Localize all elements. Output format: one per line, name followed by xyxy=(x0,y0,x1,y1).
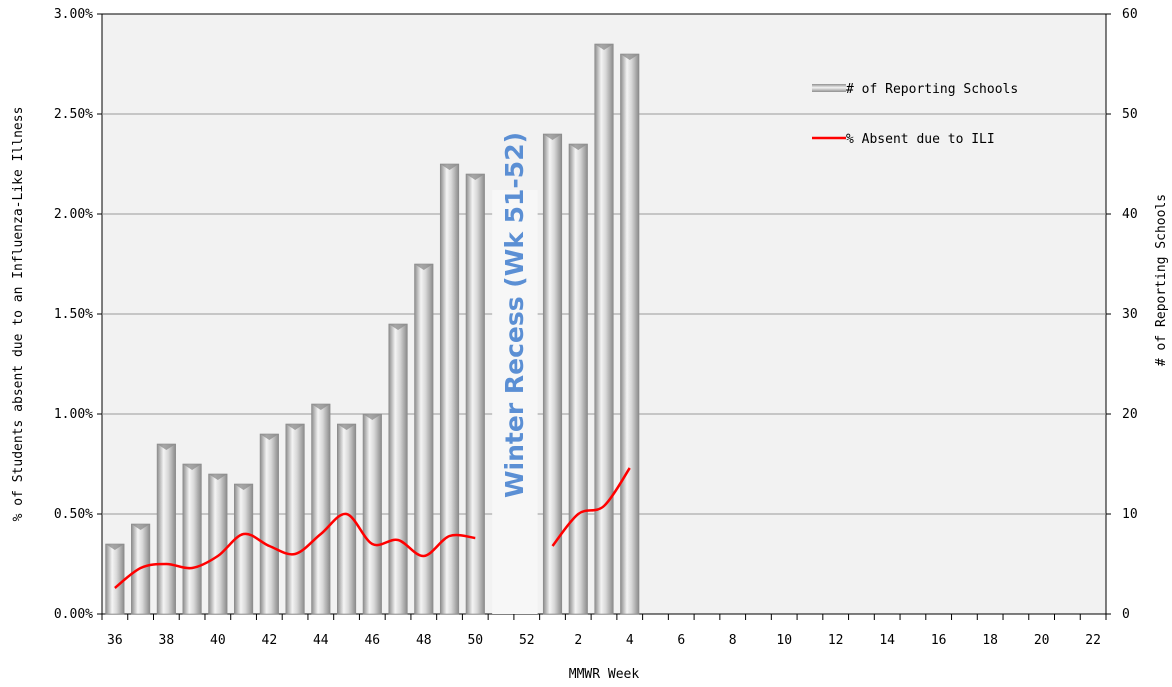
ili-line-segment-1 xyxy=(114,512,476,589)
legend-bar-label: # of Reporting Schools xyxy=(846,82,1018,97)
x-tick-label: 50 xyxy=(467,633,483,648)
x-tick-label: 2 xyxy=(574,633,582,648)
x-tick-label: 44 xyxy=(313,633,329,648)
bar-body xyxy=(234,483,254,615)
y-left-tick-label: 0.50% xyxy=(54,507,93,522)
bar-body xyxy=(362,413,382,615)
bar-body xyxy=(105,543,125,615)
bar-week-1 xyxy=(542,133,563,615)
x-tick-label: 38 xyxy=(159,633,175,648)
bar-week-50 xyxy=(465,173,485,615)
bar-cap xyxy=(594,44,614,50)
x-tick-label: 14 xyxy=(879,633,895,648)
x-tick-label: 12 xyxy=(828,633,844,648)
bar-week-49 xyxy=(439,163,460,615)
y-left-tick-label: 2.50% xyxy=(54,107,93,122)
y-right-tick-label: 30 xyxy=(1122,307,1138,322)
y-left-tick-label: 0.00% xyxy=(54,607,93,622)
bar-cap xyxy=(182,464,202,470)
x-tick-label: 4 xyxy=(626,633,634,648)
bar-week-44 xyxy=(311,403,331,615)
bar-cap xyxy=(568,144,588,150)
bar-cap xyxy=(466,174,485,180)
bar-cap xyxy=(543,134,562,140)
bar-body xyxy=(388,323,408,615)
bar-body xyxy=(568,143,588,615)
bar-cap xyxy=(105,544,125,550)
bar-week-43 xyxy=(285,423,305,615)
bar-body xyxy=(594,43,614,615)
bar-cap xyxy=(363,414,382,420)
bar-week-46 xyxy=(362,413,382,615)
bar-week-47 xyxy=(388,323,408,615)
ili-line-segment-2 xyxy=(551,467,631,547)
bar-week-40 xyxy=(208,473,228,615)
bar-week-42 xyxy=(259,433,279,615)
x-tick-label: 48 xyxy=(416,633,432,648)
y-left-tick-label: 3.00% xyxy=(54,7,93,22)
bar-cap xyxy=(157,444,176,450)
bar-cap xyxy=(311,404,331,410)
bar-cap xyxy=(260,434,279,440)
y-left-tick-label: 1.50% xyxy=(54,307,93,322)
x-axis-title: MMWR Week xyxy=(569,667,640,682)
winter-recess-annotation: Winter Recess (Wk 51-52) xyxy=(500,132,529,498)
bar-cap xyxy=(388,324,408,330)
x-tick-label: 52 xyxy=(519,633,535,648)
bar-body xyxy=(156,443,176,615)
bar-week-48 xyxy=(414,263,434,615)
bar-week-39 xyxy=(182,463,202,615)
bar-cap xyxy=(414,264,434,270)
legend-line-label: % Absent due to ILI xyxy=(846,132,995,147)
y-axis-right-title: # of Reporting Schools xyxy=(1154,194,1169,366)
bar-week-38 xyxy=(156,443,176,615)
bar-body xyxy=(182,463,202,615)
bar-week-3 xyxy=(594,43,614,615)
bar-cap xyxy=(208,474,228,480)
bar-body xyxy=(414,263,434,615)
x-tick-label: 18 xyxy=(982,633,998,648)
legend: # of Reporting Schools % Absent due to I… xyxy=(812,82,1018,147)
y-left-tick-label: 2.00% xyxy=(54,207,93,222)
bar-cap xyxy=(337,424,356,430)
y-left-tick-label: 1.00% xyxy=(54,407,93,422)
x-tick-label: 22 xyxy=(1085,633,1101,648)
bar-body xyxy=(311,403,331,615)
bar-body xyxy=(439,163,460,615)
bar-week-36 xyxy=(105,543,125,615)
x-tick-label: 6 xyxy=(677,633,685,648)
y-right-tick-label: 60 xyxy=(1122,7,1138,22)
y-right-tick-label: 10 xyxy=(1122,507,1138,522)
bar-body xyxy=(285,423,305,615)
winter-recess-band xyxy=(492,190,538,614)
x-tick-label: 36 xyxy=(107,633,123,648)
bar-week-2 xyxy=(568,143,588,615)
bar-body xyxy=(259,433,279,615)
bar-body xyxy=(542,133,563,615)
bar-cap xyxy=(234,484,253,490)
y-axis-left-title: % of Students absent due to an Influenza… xyxy=(11,107,26,522)
x-tick-label: 16 xyxy=(931,633,947,648)
bar-body xyxy=(465,173,485,615)
x-tick-label: 10 xyxy=(776,633,792,648)
bar-week-4 xyxy=(620,53,640,615)
bar-cap xyxy=(131,524,150,530)
y-right-tick-label: 20 xyxy=(1122,407,1138,422)
legend-bar-swatch xyxy=(812,84,846,92)
x-tick-label: 20 xyxy=(1034,633,1050,648)
y-right-tick-label: 0 xyxy=(1122,607,1130,622)
x-tick-label: 40 xyxy=(210,633,226,648)
y-right-tick-label: 50 xyxy=(1122,107,1138,122)
x-tick-label: 8 xyxy=(729,633,737,648)
bar-week-41 xyxy=(234,483,254,615)
bar-cap xyxy=(440,164,459,170)
bar-body xyxy=(620,53,640,615)
bar-body xyxy=(208,473,228,615)
x-tick-label: 46 xyxy=(364,633,380,648)
bar-cap xyxy=(285,424,305,430)
y-right-tick-label: 40 xyxy=(1122,207,1138,222)
bar-cap xyxy=(620,54,640,60)
x-tick-label: 42 xyxy=(262,633,278,648)
